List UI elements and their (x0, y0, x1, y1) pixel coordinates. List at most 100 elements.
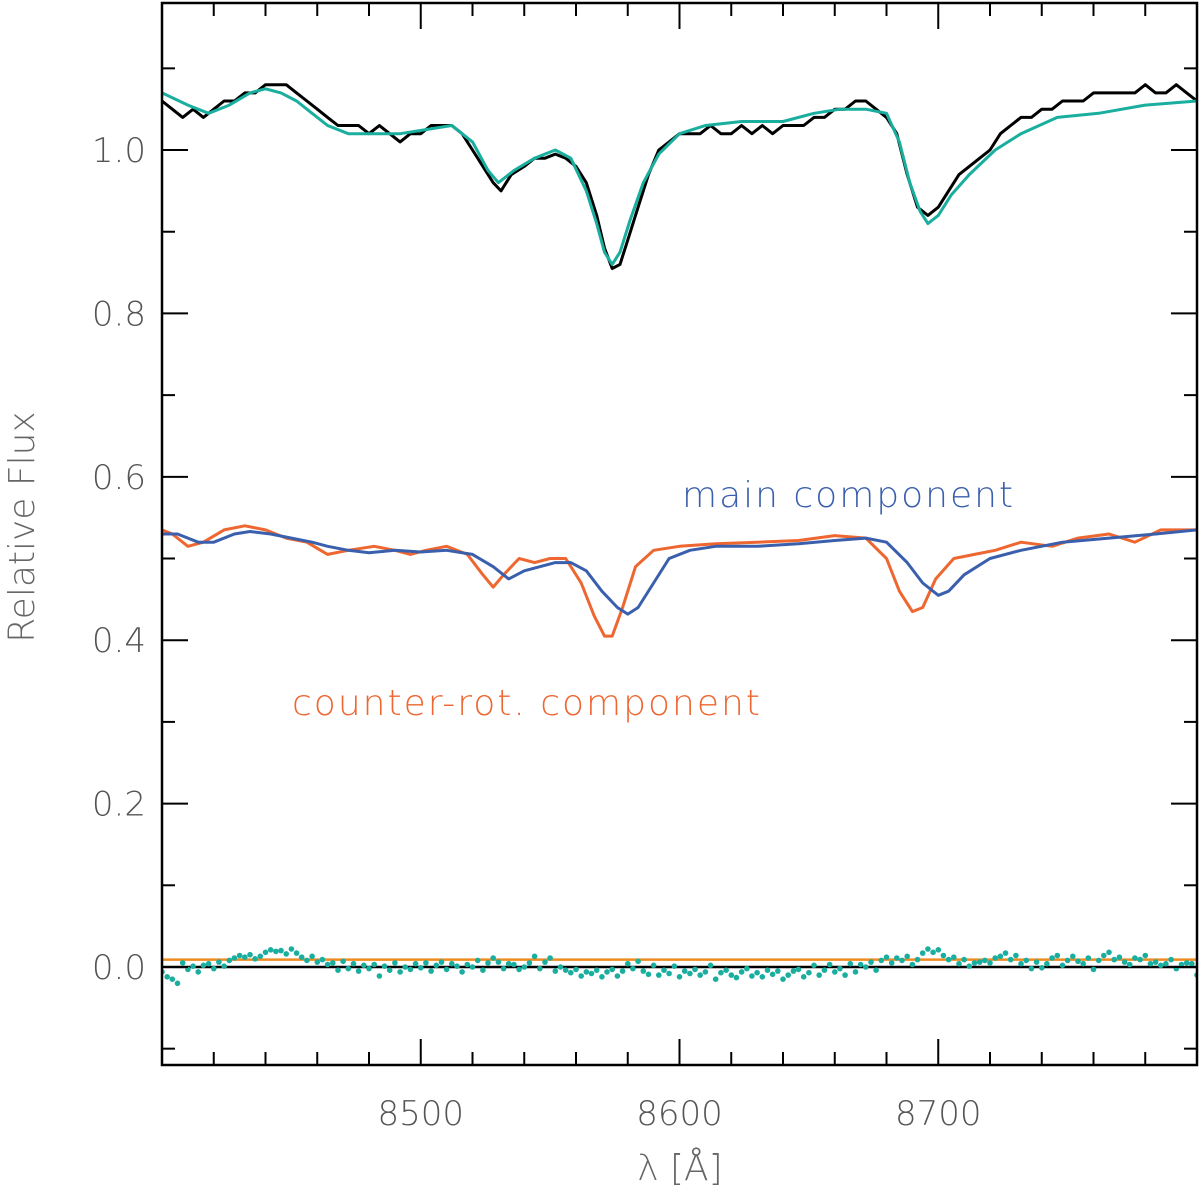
residuals-point (1064, 957, 1071, 964)
residuals-point (656, 972, 662, 978)
residuals-point (1189, 960, 1195, 967)
residuals-point (966, 963, 973, 969)
residuals-point (888, 960, 895, 966)
residuals-point (568, 969, 574, 976)
residuals-point (402, 964, 409, 970)
residuals-point (1028, 965, 1035, 972)
residuals-point (273, 948, 279, 955)
residuals-point (211, 965, 217, 972)
residuals-point (304, 957, 310, 964)
residuals-point (288, 946, 295, 952)
residuals-point (671, 963, 678, 969)
residuals-point (593, 967, 600, 973)
residuals-point (1137, 956, 1143, 963)
residuals-point (676, 974, 683, 980)
residuals-point (914, 956, 921, 963)
counter-rot-component-annotation: counter-rot. component (292, 683, 762, 724)
residuals-point (490, 955, 497, 961)
residuals-point (423, 960, 429, 966)
residuals-point (1039, 965, 1045, 971)
residuals-point (635, 958, 641, 965)
y-axis-label: Relative Flux (2, 411, 43, 642)
residuals-point (697, 972, 703, 978)
residuals-point (361, 962, 367, 969)
residuals-point (1070, 953, 1076, 960)
residuals-point (247, 951, 253, 958)
residuals-point (226, 957, 233, 964)
residuals-point (392, 960, 398, 966)
residuals-point (485, 960, 491, 966)
residuals-point (821, 967, 828, 973)
residuals-point (1018, 960, 1024, 967)
residuals-point (650, 962, 657, 969)
residuals-point (330, 960, 336, 966)
residuals-point (335, 967, 341, 973)
residuals-point (883, 954, 890, 960)
residuals-point (640, 968, 647, 974)
residuals-point (169, 976, 176, 982)
residuals-point (909, 961, 916, 968)
residuals-point (185, 966, 191, 973)
residuals-point (1111, 956, 1117, 963)
residuals-point (1044, 960, 1050, 967)
residuals-point (195, 969, 201, 975)
x-tick-label: 8700 (895, 1094, 982, 1134)
residuals-point (345, 965, 352, 972)
residuals-point (749, 973, 755, 979)
residuals-point (1116, 954, 1123, 960)
residuals-point (516, 966, 522, 973)
residuals-point (573, 966, 579, 973)
residuals-point (826, 961, 833, 968)
residuals-point (992, 955, 998, 961)
residuals-point (1163, 960, 1169, 967)
residuals-point (785, 972, 791, 978)
residuals-point (1090, 966, 1097, 973)
residuals-point (542, 959, 548, 965)
residuals-point (428, 968, 434, 974)
residuals-point (769, 971, 776, 978)
residuals-point (1095, 957, 1102, 964)
residuals-point (505, 960, 512, 967)
axes-frame (160, 1, 1199, 1067)
residuals-point (873, 967, 879, 973)
residuals-point (1002, 950, 1009, 956)
residuals-point (707, 962, 714, 969)
residuals-point (945, 956, 952, 963)
residuals-point (723, 967, 729, 973)
residuals-point (190, 963, 196, 969)
residuals-point (236, 952, 243, 959)
residuals-point (687, 970, 693, 977)
residuals-point (666, 970, 672, 977)
residuals-point (930, 949, 936, 956)
residuals-point (1007, 956, 1014, 963)
residuals-point (832, 969, 838, 975)
residuals-point (386, 967, 393, 973)
y-tick-label: 0.6 (92, 458, 146, 498)
residuals-point (381, 963, 388, 969)
residuals-point (1033, 959, 1040, 965)
x-tick-label: 8600 (636, 1094, 723, 1134)
residuals-point (350, 960, 357, 967)
residuals-point (262, 949, 269, 956)
residuals-point (982, 957, 988, 964)
data-layer (162, 83, 1197, 987)
main-component-annotation: main component (682, 475, 1015, 516)
residuals-point (578, 973, 584, 979)
residuals-point (366, 965, 372, 972)
residuals-point (469, 964, 476, 970)
residuals-point (894, 955, 900, 961)
residuals-point (1178, 961, 1185, 968)
residuals-point (242, 954, 248, 960)
residuals-point (557, 964, 564, 970)
residuals-point (868, 959, 874, 965)
x-axis-label: λ [Å] (637, 1147, 722, 1189)
residuals-point (324, 961, 331, 968)
residuals-point (997, 953, 1004, 960)
residuals-point (987, 960, 993, 966)
plot-frame (160, 1, 1199, 1067)
residuals-points (162, 946, 1197, 987)
residuals-point (816, 972, 822, 978)
plot-area (162, 83, 1197, 987)
residuals-point (511, 961, 517, 968)
